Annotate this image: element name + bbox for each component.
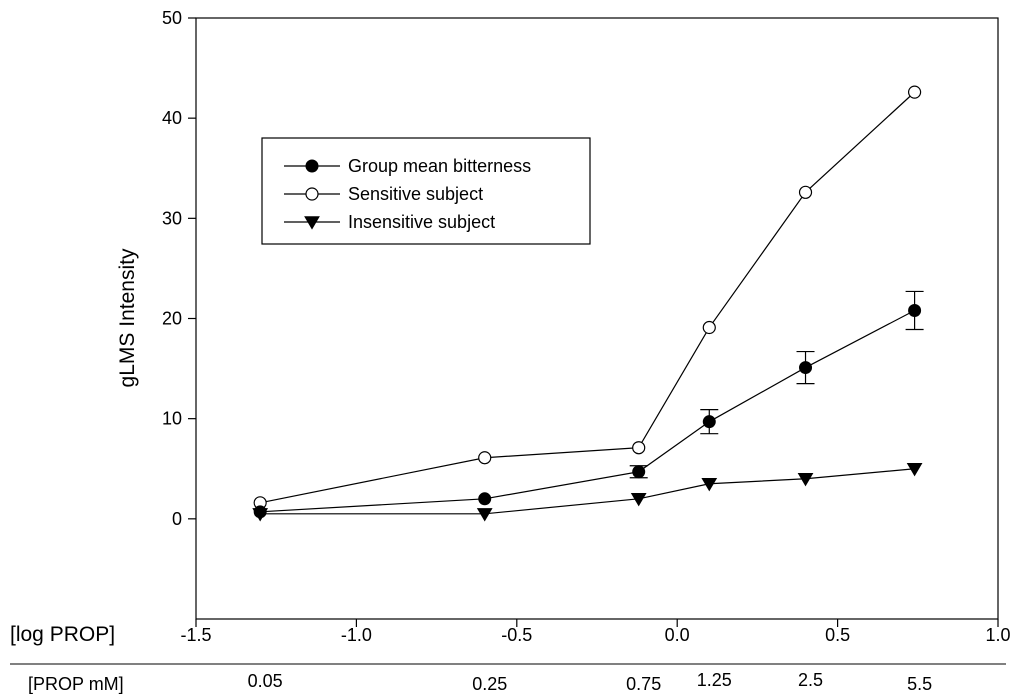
data-point [908,303,922,317]
data-point [702,415,716,429]
data-point [906,463,923,477]
y-tick-label: 20 [162,309,182,329]
data-point [632,441,646,455]
data-point [701,478,718,492]
data-point [702,320,716,335]
series-line [260,91,915,504]
y-tick-label: 50 [162,8,182,28]
y-tick-label: 10 [162,409,182,429]
data-point [476,508,493,522]
x-axis-title: [log PROP] [10,623,115,646]
secondary-axis-labels: 0.05 0.25 0.75 1.25 2.5 5.5 [248,670,932,694]
legend-marker [305,159,319,173]
data-point [253,505,267,519]
data-point [630,493,647,507]
data-point [478,451,492,465]
series-line [260,468,915,515]
prop-mm-label: 5.5 [907,674,932,694]
y-axis-title: gLMS Intensity [116,248,139,387]
series-0 [253,290,924,519]
y-axis: 0 10 20 30 40 50 [162,8,196,529]
series-2 [252,463,923,522]
x-tick-label: -1.0 [341,625,372,645]
plot-frame [195,17,999,620]
secondary-axis-label: [PROP mM] [28,674,124,694]
x-tick-label: -1.5 [180,625,211,645]
legend-marker [304,216,320,230]
x-tick-label: -0.5 [501,625,532,645]
series-layer [252,85,924,522]
series-1 [253,85,922,510]
x-tick-label: 0.0 [665,625,690,645]
x-tick-label: 0.5 [825,625,850,645]
data-point [478,492,492,506]
prop-mm-label: 1.25 [697,670,732,690]
y-tick-label: 40 [162,108,182,128]
data-point [632,465,646,479]
data-point [798,185,813,199]
y-tick-label: 0 [172,509,182,529]
legend-label: Sensitive subject [348,184,483,204]
legend: Group mean bitterness Sensitive subject In… [261,137,591,245]
prop-mm-label: 2.5 [798,670,823,690]
legend-label: Insensitive subject [348,212,495,232]
legend-marker [305,187,319,201]
x-axis: -1.5 -1.0 -0.5 0.0 0.5 1.0 [180,619,1011,645]
prop-mm-label: 0.25 [472,674,507,694]
data-point [799,361,813,375]
x-tick-label: 1.0 [985,625,1010,645]
series-line [260,309,915,513]
data-point [907,85,922,99]
data-point [797,473,814,487]
legend-label: Group mean bitterness [348,156,531,176]
prop-mm-label: 0.05 [248,671,283,691]
y-tick-label: 30 [162,208,182,228]
prop-mm-label: 0.75 [626,674,661,694]
